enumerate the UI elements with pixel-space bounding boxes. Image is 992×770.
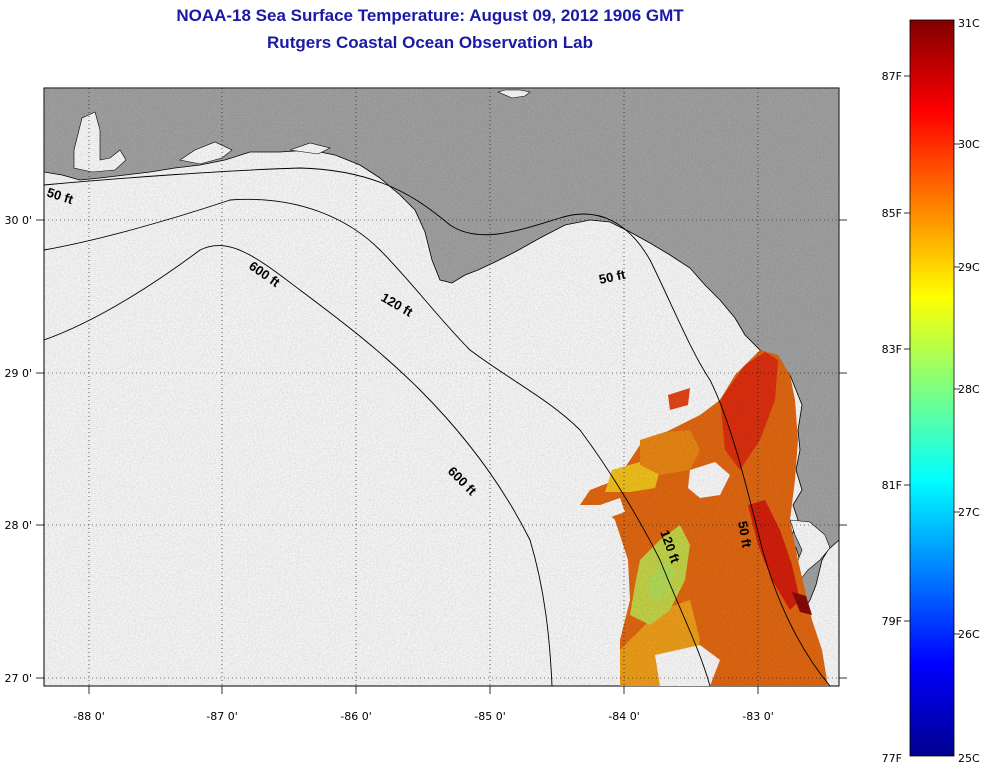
lat-tick-label: 30 0' xyxy=(4,214,32,227)
contour-600ft xyxy=(44,245,553,686)
contour-120ft xyxy=(44,198,711,686)
colorbar-fahrenheit-label: 83F xyxy=(882,343,902,356)
colorbar xyxy=(909,19,955,757)
lon-tick-label: -85 0' xyxy=(474,710,506,723)
lon-tick-label: -83 0' xyxy=(742,710,774,723)
lon-tick-label: -86 0' xyxy=(340,710,372,723)
colorbar-celsius-label: 31C xyxy=(958,17,980,30)
lat-tick-label: 29 0' xyxy=(4,367,32,380)
lat-tick-label: 27 0' xyxy=(4,672,32,685)
tick-marks xyxy=(36,219,847,694)
contour-label: 50 ft xyxy=(735,520,755,550)
colorbar-fahrenheit-label: 81F xyxy=(882,479,902,492)
colorbar-celsius-label: 25C xyxy=(958,752,980,765)
colorbar-celsius-label: 29C xyxy=(958,261,980,274)
map-title: NOAA-18 Sea Surface Temperature: August … xyxy=(176,6,684,25)
colorbar-fahrenheit-label: 77F xyxy=(882,752,902,765)
colorbar-celsius-label: 28C xyxy=(958,383,980,396)
depth-contours xyxy=(44,167,831,686)
lon-tick-label: -88 0' xyxy=(73,710,105,723)
contour-label: 50 ft xyxy=(598,267,628,287)
graticule xyxy=(44,88,839,686)
lat-tick-label: 28 0' xyxy=(4,519,32,532)
lon-tick-label: -84 0' xyxy=(608,710,640,723)
contour-50ft xyxy=(44,167,831,686)
colorbar-fahrenheit-label: 87F xyxy=(882,70,902,83)
colorbar-fahrenheit-label: 79F xyxy=(882,615,902,628)
map-subtitle: Rutgers Coastal Ocean Observation Lab xyxy=(267,33,593,52)
colorbar-celsius-label: 27C xyxy=(958,506,980,519)
colorbar-ticks xyxy=(904,75,960,635)
colorbar-celsius-label: 26C xyxy=(958,628,980,641)
colorbar-celsius-label: 30C xyxy=(958,138,980,151)
lon-tick-label: -87 0' xyxy=(206,710,238,723)
colorbar-fahrenheit-label: 85F xyxy=(882,207,902,220)
